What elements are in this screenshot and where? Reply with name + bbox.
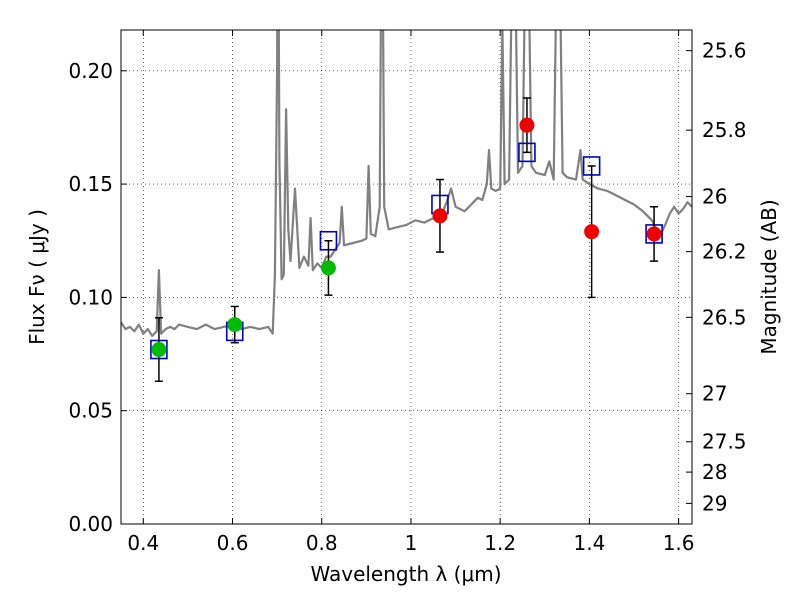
x-tick-label: 1.6 [663,531,695,555]
x-tick-label: 0.8 [306,531,338,555]
magnitude-tick-label: 27.5 [702,430,747,454]
y-tick-label: 0.05 [68,399,113,423]
plot-frame [120,29,693,525]
y-tick-label: 0.15 [68,172,113,196]
grid [121,30,692,525]
x-tick-label: 1.2 [484,531,516,555]
magnitude-tick-label: 25.8 [702,118,747,142]
x-tick-label: 0.4 [127,531,159,555]
green-data-point [320,260,336,276]
spectrum-line [121,30,692,337]
red-data-point [519,117,535,133]
y-axis-label: Flux Fν ( μJy ) [25,209,49,345]
magnitude-tick-label: 26.2 [702,240,747,264]
green-data-point [227,317,243,333]
magnitude-tick-label: 26 [702,185,727,209]
magnitude-tick-label: 26.5 [702,305,747,329]
red-data-point [584,224,600,240]
red-data-point [432,208,448,224]
magnitude-axis-label: Magnitude (AB) [757,199,781,354]
magnitude-tick-label: 27 [702,382,727,406]
magnitude-tick-label: 28 [702,460,727,484]
y-tick-label: 0.20 [68,59,113,83]
green-data-point [151,342,167,358]
ticks: 0.4 0.6 0.8 1 1.2 1.4 1.6 0.00 0.05 0.10 0.15 0.20 2… [68,30,747,555]
y-tick-label: 0.00 [68,512,113,536]
x-axis-label: Wavelength λ (μm) [310,562,501,586]
magnitude-tick-label: 25.6 [702,39,747,63]
x-tick-label: 0.6 [217,531,249,555]
x-tick-label: 1 [405,531,418,555]
x-tick-label: 1.4 [573,531,605,555]
plot-area [121,30,692,337]
y-tick-label: 0.10 [68,285,113,309]
magnitude-tick-label: 29 [702,491,727,515]
markers [150,97,663,382]
red-data-point [646,226,662,242]
